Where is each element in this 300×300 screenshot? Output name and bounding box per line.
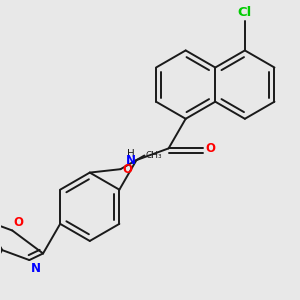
Text: N: N — [31, 262, 41, 275]
Text: O: O — [206, 142, 216, 155]
Text: Cl: Cl — [238, 6, 252, 19]
Text: H: H — [127, 148, 135, 159]
Text: N: N — [126, 154, 136, 166]
Text: CH₃: CH₃ — [146, 151, 163, 160]
Text: O: O — [14, 216, 24, 229]
Text: O: O — [122, 163, 132, 176]
